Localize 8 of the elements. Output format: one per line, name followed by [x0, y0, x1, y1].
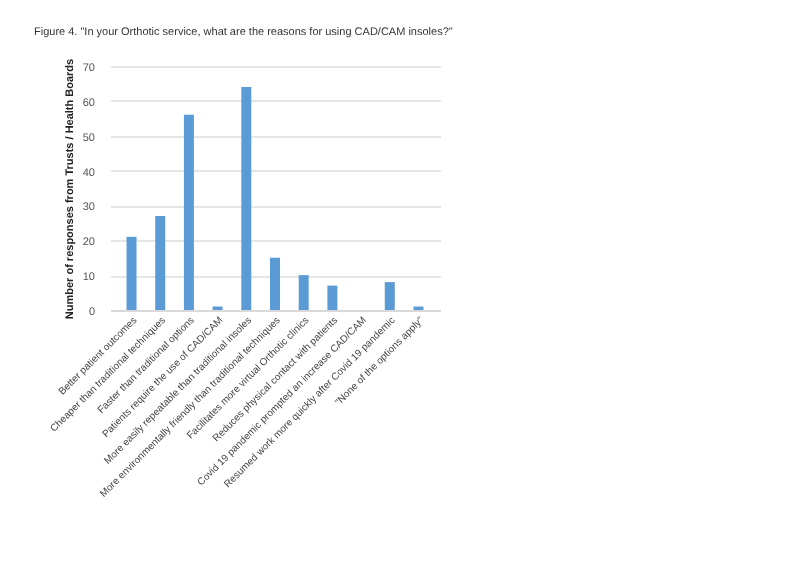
bar — [183, 114, 194, 310]
bar — [327, 285, 338, 310]
bar — [384, 282, 395, 310]
bar — [270, 257, 280, 310]
bar — [155, 215, 166, 310]
bar — [298, 275, 309, 310]
bar — [241, 86, 252, 310]
bar — [126, 236, 137, 310]
